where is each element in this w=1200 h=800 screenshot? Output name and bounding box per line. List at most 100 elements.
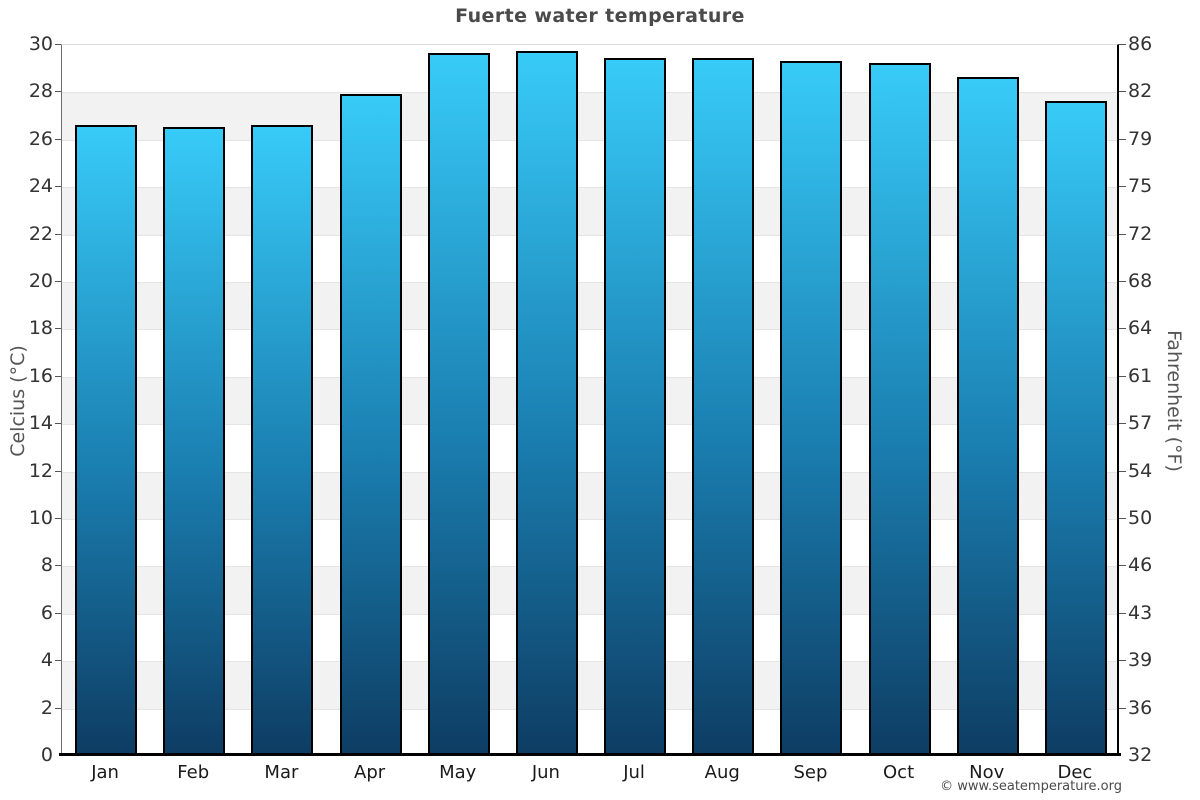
grid-band bbox=[62, 613, 1117, 662]
tick-mark bbox=[55, 328, 61, 330]
tick-mark bbox=[1119, 91, 1126, 93]
tick-mark bbox=[1119, 44, 1126, 45]
x-tick-label-jan: Jan bbox=[91, 762, 119, 783]
y-tick-label-right: 39 bbox=[1128, 649, 1153, 672]
tick-mark bbox=[1119, 612, 1126, 614]
tick-mark bbox=[1119, 375, 1126, 377]
grid-band bbox=[62, 234, 1117, 282]
gridline bbox=[62, 613, 1117, 615]
gridline bbox=[62, 329, 1117, 331]
tick-mark bbox=[1119, 281, 1126, 282]
gridline bbox=[62, 566, 1117, 568]
copyright-text: © www.seatemperature.org bbox=[940, 779, 1122, 794]
tick-mark bbox=[1119, 186, 1126, 188]
gridline bbox=[62, 376, 1117, 378]
y-tick-label-right: 50 bbox=[1128, 507, 1153, 529]
grid-band bbox=[62, 282, 1117, 330]
x-tick-label-jun: Jun bbox=[531, 762, 560, 783]
tick-mark bbox=[55, 138, 61, 140]
grid-band bbox=[62, 519, 1117, 567]
tick-mark bbox=[55, 423, 61, 425]
grid-band bbox=[62, 708, 1117, 756]
y-tick-label-left: 14 bbox=[28, 412, 53, 435]
x-tick-label-nov: Nov bbox=[969, 762, 1005, 783]
y-tick-label-left: 28 bbox=[28, 80, 53, 103]
y-tick-label-right: 43 bbox=[1128, 601, 1153, 624]
tick-mark bbox=[55, 612, 61, 614]
bar-mar bbox=[251, 124, 314, 755]
tick-mark bbox=[1119, 233, 1126, 235]
tick-mark bbox=[1119, 423, 1126, 425]
y-tick-label-left: 24 bbox=[28, 175, 53, 198]
y-tick-label-right: 79 bbox=[1128, 127, 1153, 150]
y-tick-label-left: 12 bbox=[28, 459, 53, 482]
x-tick-label-mar: Mar bbox=[264, 762, 299, 783]
y-axis-title-celsius: Celcius (°C) bbox=[7, 345, 29, 457]
y-tick-label-left: 26 bbox=[28, 127, 53, 150]
plot-area bbox=[61, 44, 1119, 756]
tick-mark bbox=[1119, 565, 1126, 567]
bar-may bbox=[427, 53, 490, 755]
grid-band bbox=[62, 424, 1117, 472]
x-tick-label-jul: Jul bbox=[623, 762, 645, 783]
y-tick-label-right: 32 bbox=[1128, 744, 1153, 766]
y-tick-label-left: 22 bbox=[28, 222, 53, 245]
y-tick-label-left: 6 bbox=[40, 601, 53, 624]
grid-band bbox=[62, 139, 1117, 188]
bar-apr bbox=[339, 93, 402, 755]
bar-dec bbox=[1044, 100, 1107, 755]
y-tick-label-left: 18 bbox=[28, 317, 53, 340]
y-tick-label-left: 16 bbox=[28, 364, 53, 387]
gridline bbox=[62, 708, 1117, 710]
tick-mark bbox=[1119, 660, 1126, 662]
bar-jul bbox=[604, 58, 667, 755]
gridline bbox=[62, 234, 1117, 236]
gridline bbox=[62, 139, 1117, 141]
tick-mark bbox=[55, 518, 61, 519]
y-tick-label-left: 4 bbox=[40, 649, 53, 672]
gridline bbox=[62, 92, 1117, 94]
x-tick-label-sep: Sep bbox=[793, 762, 828, 783]
tick-mark bbox=[55, 281, 61, 282]
y-tick-label-left: 0 bbox=[40, 744, 53, 766]
grid-band bbox=[62, 45, 1117, 93]
grid-band bbox=[62, 376, 1117, 425]
x-tick-label-feb: Feb bbox=[177, 762, 210, 783]
tick-mark bbox=[55, 186, 61, 188]
gridline bbox=[62, 471, 1117, 473]
bar-jan bbox=[75, 124, 138, 755]
gridline bbox=[62, 424, 1117, 426]
y-tick-label-right: 68 bbox=[1128, 270, 1153, 292]
grid-band bbox=[62, 329, 1117, 377]
y-tick-label-right: 57 bbox=[1128, 412, 1153, 435]
grid-band bbox=[62, 471, 1117, 519]
x-tick-label-may: May bbox=[439, 762, 477, 783]
grid-band bbox=[62, 187, 1117, 235]
tick-mark bbox=[55, 91, 61, 93]
gridline bbox=[62, 282, 1117, 283]
tick-mark bbox=[55, 470, 61, 472]
bar-sep bbox=[780, 60, 843, 755]
y-tick-label-right: 46 bbox=[1128, 554, 1153, 577]
y-tick-label-left: 10 bbox=[28, 507, 53, 529]
y-tick-label-right: 36 bbox=[1128, 696, 1153, 719]
tick-mark bbox=[55, 565, 61, 567]
y-tick-label-right: 86 bbox=[1128, 33, 1153, 55]
y-tick-label-left: 8 bbox=[40, 554, 53, 577]
y-tick-label-left: 30 bbox=[28, 33, 53, 55]
bar-jun bbox=[515, 51, 578, 755]
bar-oct bbox=[868, 62, 931, 755]
tick-mark bbox=[1119, 518, 1126, 519]
tick-mark bbox=[1119, 470, 1126, 472]
y-tick-label-left: 2 bbox=[40, 696, 53, 719]
chart-title: Fuerte water temperature bbox=[455, 5, 745, 27]
grid-band bbox=[62, 92, 1117, 140]
grid-band bbox=[62, 566, 1117, 614]
x-tick-label-apr: Apr bbox=[354, 762, 386, 783]
tick-mark bbox=[55, 707, 61, 709]
tick-mark bbox=[55, 375, 61, 377]
x-tick-label-oct: Oct bbox=[883, 762, 915, 783]
gridline bbox=[62, 519, 1117, 520]
y-tick-label-right: 72 bbox=[1128, 222, 1153, 245]
